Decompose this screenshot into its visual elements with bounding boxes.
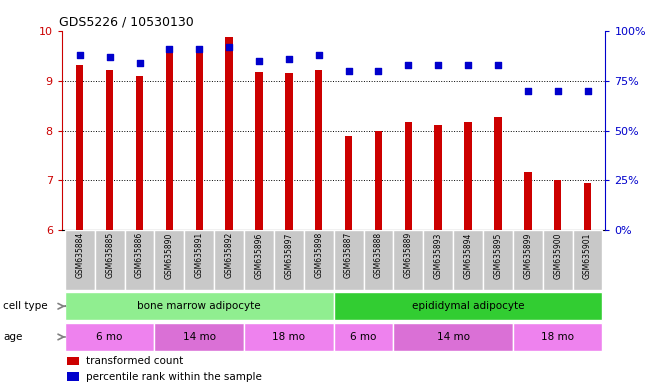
Bar (333, 293, 602, 320)
Text: epididymal adipocyte: epididymal adipocyte (412, 301, 524, 311)
Text: GSM635887: GSM635887 (344, 232, 353, 278)
Bar (65, 323, 154, 351)
Bar (214, 230, 244, 290)
Bar (333, 230, 363, 290)
Text: GSM635886: GSM635886 (135, 232, 144, 278)
Text: age: age (3, 332, 23, 342)
Text: transformed count: transformed count (87, 356, 184, 366)
Text: 14 mo: 14 mo (437, 332, 469, 342)
Text: GSM635894: GSM635894 (464, 232, 473, 278)
Text: 6 mo: 6 mo (350, 332, 377, 342)
Point (493, 61, 503, 68)
Point (224, 44, 234, 50)
Bar (524, 172, 531, 230)
Text: 18 mo: 18 mo (541, 332, 574, 342)
Bar (106, 70, 113, 230)
Bar (225, 37, 233, 230)
Text: GSM635896: GSM635896 (255, 232, 264, 278)
Text: GSM635888: GSM635888 (374, 232, 383, 278)
Bar (184, 230, 214, 290)
Point (164, 46, 174, 52)
Bar (67, 372, 79, 381)
Text: GSM635900: GSM635900 (553, 232, 562, 279)
Bar (315, 70, 322, 230)
Point (75, 51, 85, 58)
Point (433, 61, 443, 68)
Bar (274, 230, 304, 290)
Text: 14 mo: 14 mo (183, 332, 215, 342)
Bar (244, 230, 274, 290)
Bar (404, 122, 412, 230)
Point (194, 46, 204, 52)
Text: GSM635899: GSM635899 (523, 232, 533, 278)
Bar (285, 73, 292, 230)
Bar (304, 230, 333, 290)
Point (343, 68, 353, 74)
Point (373, 68, 383, 74)
Bar (483, 230, 513, 290)
Bar (434, 124, 442, 230)
Bar (363, 230, 393, 290)
Bar (165, 52, 173, 230)
Bar (513, 230, 543, 290)
Text: GSM635898: GSM635898 (314, 232, 323, 278)
Text: GSM635885: GSM635885 (105, 232, 114, 278)
Bar (124, 230, 154, 290)
Bar (76, 65, 83, 230)
Bar (453, 230, 483, 290)
Text: GSM635901: GSM635901 (583, 232, 592, 278)
Bar (494, 117, 502, 230)
Text: GSM635897: GSM635897 (284, 232, 294, 278)
Text: bone marrow adipocyte: bone marrow adipocyte (137, 301, 261, 311)
Bar (573, 230, 602, 290)
Point (463, 61, 473, 68)
Text: GSM635890: GSM635890 (165, 232, 174, 278)
Point (134, 60, 145, 66)
Bar (65, 293, 333, 320)
Bar (333, 323, 393, 351)
Text: GSM635889: GSM635889 (404, 232, 413, 278)
Text: GSM635895: GSM635895 (493, 232, 503, 278)
Bar (393, 230, 423, 290)
Bar (554, 180, 561, 230)
Text: GSM635893: GSM635893 (434, 232, 443, 278)
Bar (244, 323, 333, 351)
Text: GSM635891: GSM635891 (195, 232, 204, 278)
Bar (543, 230, 573, 290)
Point (104, 54, 115, 60)
Point (254, 58, 264, 64)
Bar (255, 72, 263, 230)
Bar (345, 136, 352, 230)
Bar (464, 122, 472, 230)
Text: GSM635892: GSM635892 (225, 232, 234, 278)
Text: 18 mo: 18 mo (272, 332, 305, 342)
Bar (195, 48, 203, 230)
Bar (584, 183, 591, 230)
Point (314, 51, 324, 58)
Point (284, 56, 294, 62)
Bar (154, 323, 244, 351)
Bar (513, 323, 602, 351)
Text: GSM635884: GSM635884 (76, 232, 84, 278)
Point (523, 88, 533, 94)
Bar (136, 76, 143, 230)
Text: GDS5226 / 10530130: GDS5226 / 10530130 (59, 15, 194, 28)
Bar (67, 357, 79, 365)
Text: 6 mo: 6 mo (96, 332, 123, 342)
Point (553, 88, 563, 94)
Bar (94, 230, 124, 290)
Bar (393, 323, 513, 351)
Bar (375, 131, 382, 230)
Bar (154, 230, 184, 290)
Bar (423, 230, 453, 290)
Point (582, 88, 592, 94)
Text: cell type: cell type (3, 301, 48, 311)
Point (403, 61, 413, 68)
Bar (65, 230, 94, 290)
Text: percentile rank within the sample: percentile rank within the sample (87, 371, 262, 382)
